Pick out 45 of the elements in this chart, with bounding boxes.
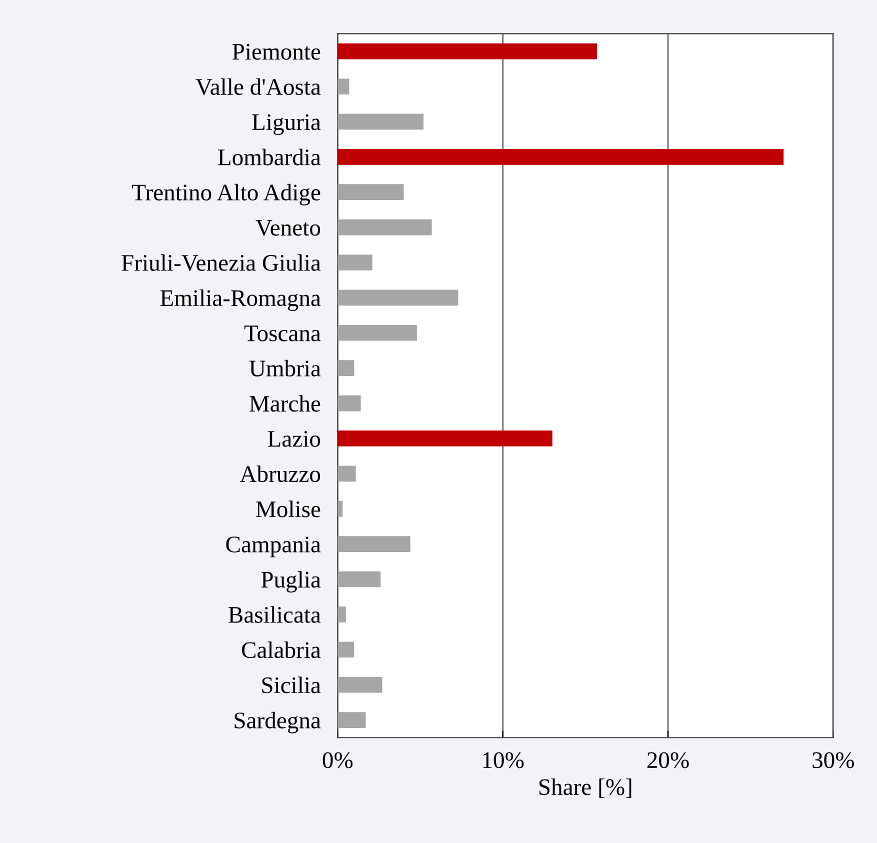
y-tick-label: Basilicata (228, 606, 321, 623)
x-axis-title: Share [%] (539, 778, 632, 798)
bar (338, 571, 381, 588)
y-tick-label: Toscana (244, 326, 321, 342)
bar (338, 536, 410, 552)
y-tick-label: Marche (250, 395, 320, 412)
x-tick-label: 10% (483, 752, 524, 768)
bar (338, 324, 417, 341)
x-tick-label: 20% (647, 752, 689, 768)
bar (338, 642, 354, 658)
y-tick-label: Umbria (249, 360, 321, 376)
x-tick-label: 0% (322, 752, 353, 768)
bar (338, 360, 354, 376)
y-tick-label: Piemonte (232, 44, 320, 60)
y-tick-label: Campania (226, 536, 321, 558)
bar (338, 395, 361, 412)
y-tick-label: Trentino Alto Adige (132, 184, 320, 206)
bar (338, 466, 356, 482)
y-tick-label: Molise (256, 500, 320, 518)
bar (338, 254, 372, 270)
y-tick-label: Liguria (252, 114, 321, 135)
bar (338, 290, 458, 306)
y-tick-label: Lazio (268, 431, 320, 447)
y-tick-label: Friuli-Venezia Giulia (122, 254, 321, 272)
bar (338, 500, 343, 517)
y-tick-label: Sicilia (262, 676, 321, 694)
bar (338, 430, 552, 446)
y-tick-label: Emilia-Romagna (160, 289, 321, 311)
bar (338, 148, 784, 165)
bar (338, 676, 382, 693)
y-tick-label: Calabria (242, 641, 321, 658)
bar (338, 43, 597, 60)
x-tick-label: 30% (812, 752, 854, 768)
y-tick-label: Puglia (261, 571, 321, 593)
bar (338, 606, 346, 622)
bar (338, 184, 404, 200)
y-tick-label: Lombardia (218, 148, 321, 166)
y-tick-label: Sardegna (234, 712, 321, 734)
bar (338, 78, 350, 94)
bar (338, 114, 424, 130)
y-tick-label: Veneto (256, 220, 320, 236)
bar (338, 712, 366, 728)
y-tick-label: Abruzzo (240, 465, 320, 482)
bar (338, 219, 432, 236)
y-tick-label: Valle d'Aosta (196, 78, 321, 96)
